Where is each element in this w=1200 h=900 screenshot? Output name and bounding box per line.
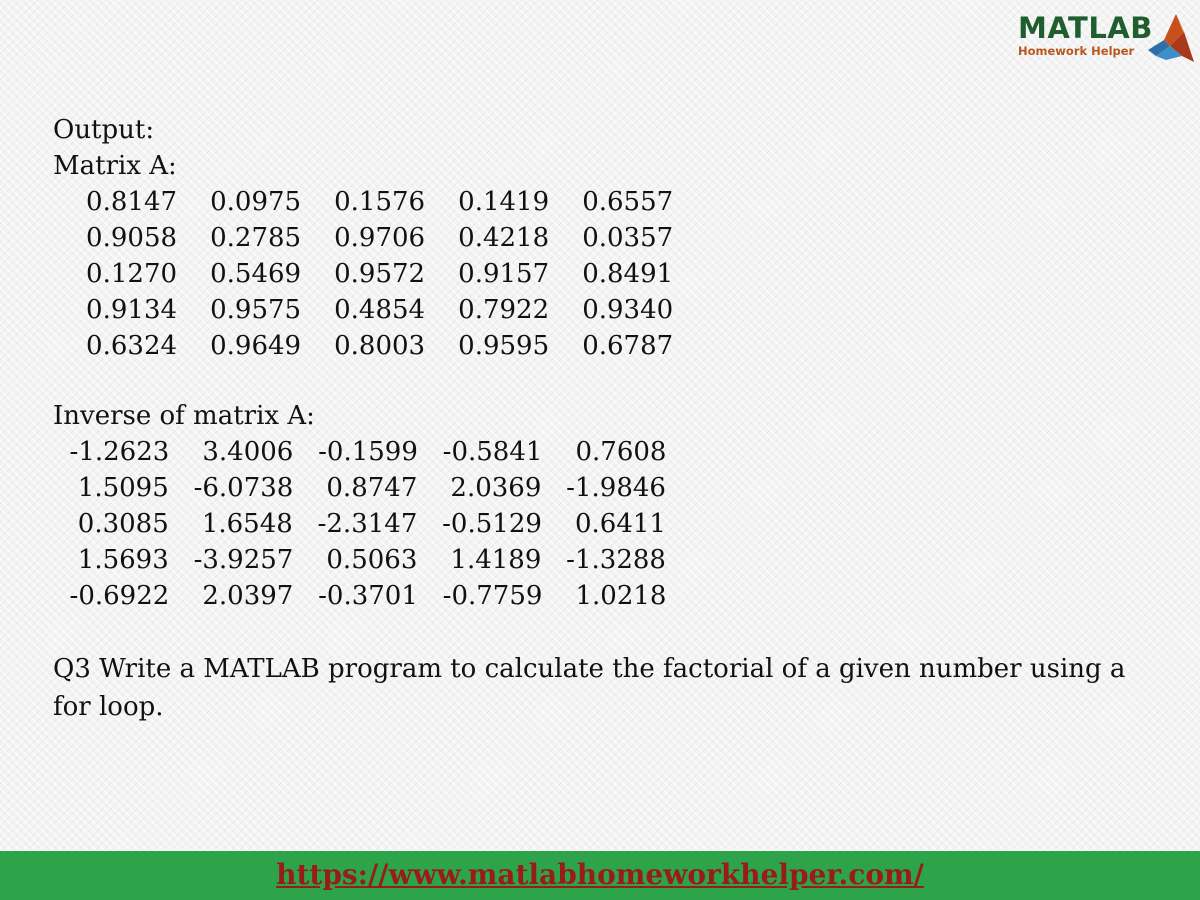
inverse-row: 0.3085 1.6548 -2.3147 -0.5129 0.6411 — [53, 509, 666, 539]
matlab-membrane-icon — [1148, 14, 1194, 62]
matrix-a: 0.8147 0.0975 0.1576 0.1419 0.6557 0.905… — [53, 184, 1163, 364]
matrix-a-row: 0.9058 0.2785 0.9706 0.4218 0.0357 — [53, 223, 674, 253]
matrix-a-row: 0.9134 0.9575 0.4854 0.7922 0.9340 — [53, 295, 674, 325]
logo: MATLAB Homework Helper — [1012, 8, 1194, 68]
website-link[interactable]: https://www.matlabhomeworkhelper.com/ — [276, 858, 924, 891]
logo-wordmark: MATLAB — [1018, 11, 1153, 45]
matrix-a-label: Matrix A: — [53, 151, 177, 181]
inverse-row: -0.6922 2.0397 -0.3701 -0.7759 1.0218 — [53, 581, 667, 611]
spacer — [53, 364, 1163, 398]
question-q3: Q3 Write a MATLAB program to calculate t… — [53, 654, 1126, 722]
inverse-matrix: -1.2623 3.4006 -0.1599 -0.5841 0.7608 1.… — [53, 434, 1163, 614]
inverse-row: 1.5095 -6.0738 0.8747 2.0369 -1.9846 — [53, 473, 666, 503]
slide-content: Output: Matrix A: 0.8147 0.0975 0.1576 0… — [53, 112, 1163, 726]
inverse-row: -1.2623 3.4006 -0.1599 -0.5841 0.7608 — [53, 437, 667, 467]
footer-bar: https://www.matlabhomeworkhelper.com/ — [0, 851, 1200, 900]
matrix-a-row: 0.8147 0.0975 0.1576 0.1419 0.6557 — [53, 187, 674, 217]
matrix-a-row: 0.6324 0.9649 0.8003 0.9595 0.6787 — [53, 331, 674, 361]
spacer — [53, 614, 1163, 648]
matrix-a-row: 0.1270 0.5469 0.9572 0.9157 0.8491 — [53, 259, 674, 289]
output-label: Output: — [53, 115, 155, 145]
inverse-row: 1.5693 -3.9257 0.5063 1.4189 -1.3288 — [53, 545, 666, 575]
inverse-label: Inverse of matrix A: — [53, 401, 315, 431]
logo-subtitle: Homework Helper — [1018, 44, 1135, 58]
